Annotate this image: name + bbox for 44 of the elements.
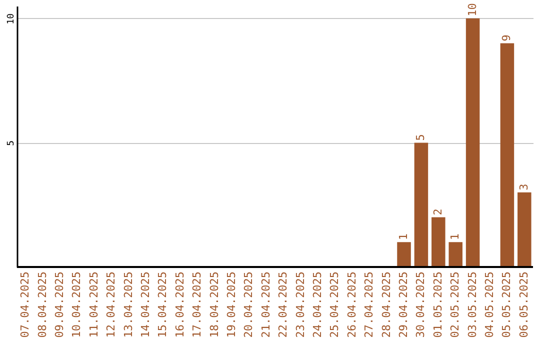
data-label: 2 — [431, 208, 444, 216]
bar — [518, 192, 532, 267]
bar — [448, 242, 462, 267]
x-tick-label: 24.04.2025 — [311, 272, 324, 338]
data-label: 1 — [448, 234, 462, 240]
x-tick-label: 17.04.2025 — [190, 272, 204, 338]
x-tick-label: 10.04.2025 — [70, 272, 84, 338]
x-tick-label: 21.04.2025 — [259, 272, 272, 338]
x-tick-label: 16.04.2025 — [173, 272, 186, 338]
bar — [432, 217, 446, 267]
x-tick-label: 07.04.2025 — [18, 272, 32, 338]
data-label: 1 — [397, 234, 410, 240]
x-tick-label: 02.05.2025 — [448, 272, 462, 338]
x-tick-label: 18.04.2025 — [208, 272, 221, 338]
x-tick-label: 20.04.2025 — [242, 272, 256, 338]
x-tick-label: 11.04.2025 — [87, 272, 100, 338]
x-tick-label: 25.04.2025 — [328, 272, 342, 338]
bar — [500, 43, 514, 267]
x-tick-label: 19.04.2025 — [225, 272, 238, 338]
bar — [397, 242, 411, 267]
x-tick-label: 26.04.2025 — [345, 272, 358, 338]
x-tick-label: 08.04.2025 — [36, 272, 49, 338]
x-tick-label: 06.05.2025 — [517, 272, 530, 338]
x-tick-label: 09.04.2025 — [53, 272, 66, 338]
x-tick-label: 15.04.2025 — [156, 272, 170, 338]
x-tick-label: 05.05.2025 — [500, 272, 514, 338]
x-tick-label: 23.04.2025 — [294, 272, 307, 338]
x-tick-label: 22.04.2025 — [276, 272, 290, 338]
x-tick-label: 29.04.2025 — [397, 272, 410, 338]
data-label: 10 — [466, 3, 479, 16]
x-tick-label: 27.04.2025 — [362, 272, 376, 338]
x-tick-label: 04.05.2025 — [483, 272, 496, 338]
x-tick-label: 01.05.2025 — [431, 272, 444, 338]
x-tick-label: 28.04.2025 — [380, 272, 393, 338]
x-tick-label: 14.04.2025 — [139, 272, 152, 338]
data-label: 9 — [500, 34, 514, 42]
bar — [466, 18, 480, 267]
data-label: 3 — [517, 184, 530, 190]
bar — [414, 142, 428, 267]
data-label: 5 — [414, 134, 428, 141]
x-tick-label: 03.05.2025 — [466, 272, 479, 338]
x-tick-label: 30.04.2025 — [414, 272, 428, 338]
x-tick-label: 12.04.2025 — [104, 272, 118, 338]
x-tick-label: 13.04.2025 — [122, 272, 135, 338]
